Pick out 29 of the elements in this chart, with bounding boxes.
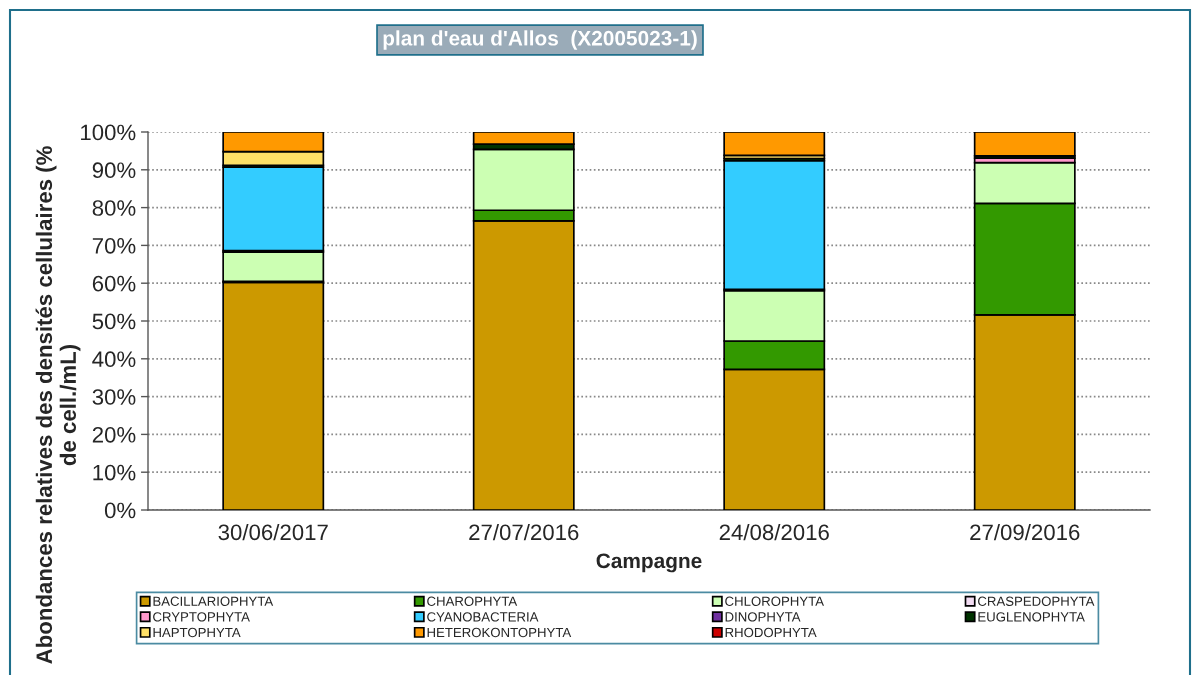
y-tick-label: 0% <box>104 502 136 519</box>
y-axis-title: Abondances relatives des densités cellulaires (% de cell./mL) <box>35 146 81 664</box>
y-tick-label: 70% <box>92 237 136 254</box>
chart-title: plan d'eau d'Allos (X2005023-1) <box>383 30 697 50</box>
y-tick-label: 20% <box>92 426 136 443</box>
y-tick-label: 10% <box>93 464 136 481</box>
legend-label: CYANOBACTERIA <box>427 612 539 622</box>
legend-label: CRASPEDOPHYTA <box>978 596 1095 606</box>
y-tick-label: 90% <box>92 162 136 179</box>
legend-label: EUGLENOPHYTA <box>978 612 1085 622</box>
legend-label: BACILLARIOPHYTA <box>153 596 274 606</box>
y-tick-label: 80% <box>92 200 136 216</box>
y-tick-label: 100% <box>81 124 136 141</box>
x-tick-label: 27/07/2016 <box>469 523 579 541</box>
legend-label: HETEROKONTOPHYTA <box>427 627 572 638</box>
legend-label: CHAROPHYTA <box>427 596 518 606</box>
legend-label: CRYPTOPHYTA <box>153 612 250 622</box>
x-axis-title: Campagne <box>596 553 702 573</box>
y-tick-label: 40% <box>92 351 136 368</box>
x-tick-label: 24/08/2016 <box>719 523 829 541</box>
y-tick-label: 60% <box>92 275 136 292</box>
y-tick-label: 50% <box>92 313 136 330</box>
x-tick-label: 27/09/2016 <box>970 523 1080 541</box>
legend-label: CHLOROPHYTA <box>725 596 824 606</box>
legend-label: HAPTOPHYTA <box>153 627 241 638</box>
x-tick-label: 30/06/2017 <box>218 523 328 541</box>
legend-label: RHODOPHYTA <box>725 627 817 638</box>
y-tick-label: 30% <box>92 389 136 405</box>
legend-label: DINOPHYTA <box>725 612 801 622</box>
